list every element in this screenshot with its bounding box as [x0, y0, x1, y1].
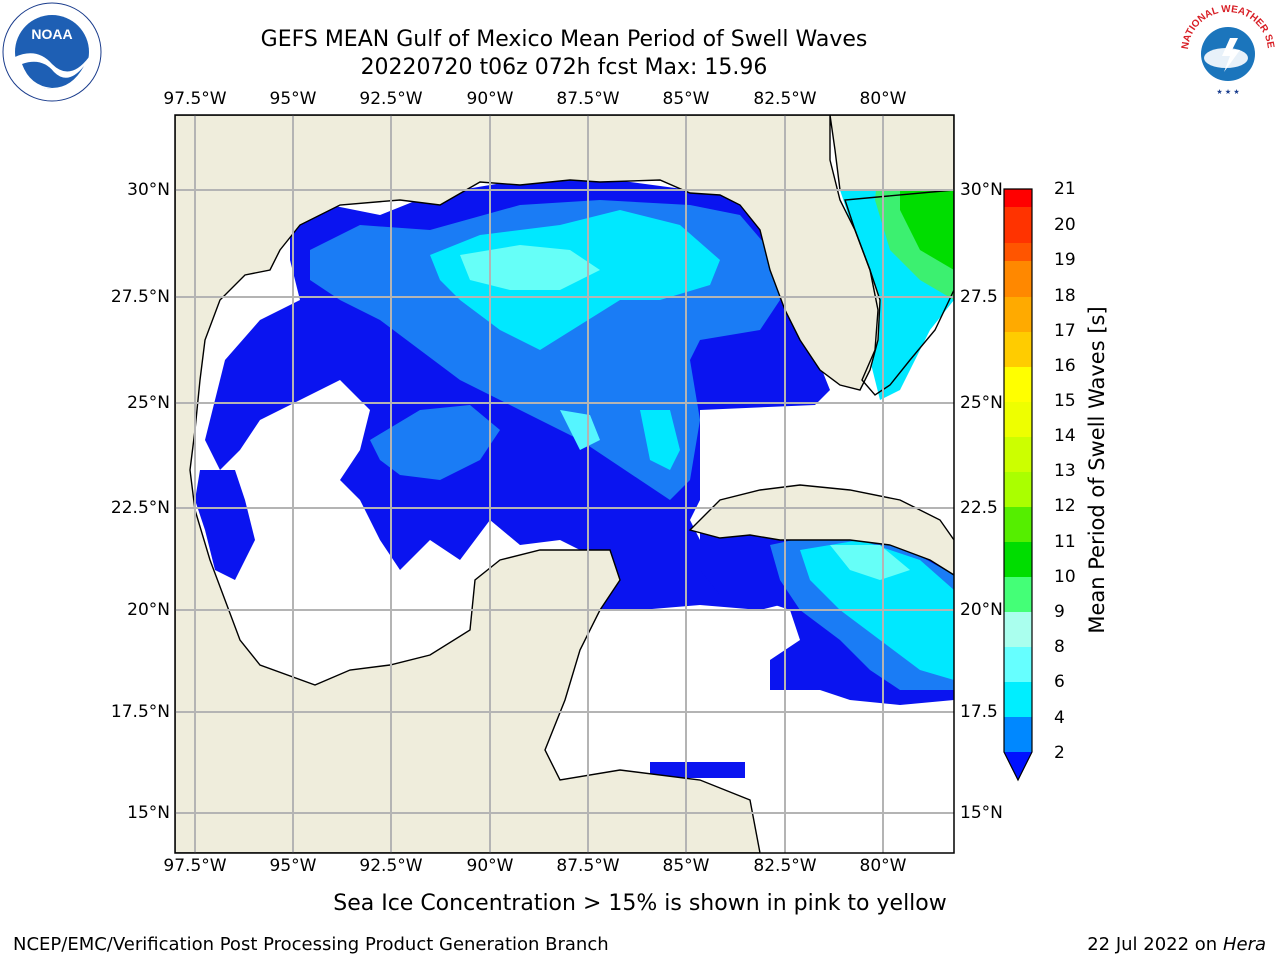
lat-label-right: 22.5 — [960, 498, 998, 518]
footer-org: NCEP/EMC/Verification Post Processing Pr… — [13, 934, 609, 955]
lat-label-right: 20°N — [960, 600, 1003, 620]
nws-logo: NATIONAL WEATHER SERVICE ★ ★ ★ — [1174, 0, 1278, 102]
lon-label-top: 87.5°W — [556, 89, 620, 109]
lon-label-bottom: 82.5°W — [753, 856, 817, 876]
lat-label-right: 25°N — [960, 393, 1003, 413]
lat-label-left: 22.5°N — [110, 498, 170, 518]
lat-label-left: 15°N — [127, 803, 170, 823]
colorbar-label: 4 — [1054, 708, 1065, 728]
colorbar-label: 18 — [1054, 286, 1076, 306]
lon-label-bottom: 92.5°W — [359, 856, 423, 876]
map-frame — [174, 114, 955, 854]
noaa-logo-text: NOAA — [31, 26, 72, 42]
lat-label-right: 30°N — [960, 180, 1003, 200]
lon-label-bottom: 95°W — [269, 856, 317, 876]
svg-text:★ ★ ★: ★ ★ ★ — [1216, 88, 1239, 96]
colorbar-label: 11 — [1054, 532, 1076, 552]
colorbar-title: Mean Period of Swell Waves [s] — [1085, 306, 1109, 634]
colorbar-label: 17 — [1054, 321, 1076, 341]
graticule — [175, 115, 954, 853]
footer-machine: Hera — [1222, 934, 1266, 955]
lon-label-bottom: 90°W — [466, 856, 514, 876]
lat-label-left: 25°N — [127, 393, 170, 413]
lon-label-top: 80°W — [859, 89, 907, 109]
colorbar-label: 14 — [1054, 426, 1076, 446]
colorbar-label: 16 — [1054, 356, 1076, 376]
colorbar-label: 19 — [1054, 250, 1076, 270]
lon-label-top: 97.5°W — [163, 89, 227, 109]
colorbar-label: 12 — [1054, 496, 1076, 516]
sea-ice-note: Sea Ice Concentration > 15% is shown in … — [333, 891, 947, 916]
colorbar-label: 10 — [1054, 567, 1076, 587]
lat-label-left: 30°N — [127, 180, 170, 200]
lat-label-left: 17.5°N — [110, 702, 170, 722]
map-subtitle: 20220720 t06z 072h fcst Max: 15.96 — [360, 55, 768, 80]
colorbar-label: 2 — [1054, 743, 1065, 763]
lon-label-bottom: 97.5°W — [163, 856, 227, 876]
lon-label-top: 92.5°W — [359, 89, 423, 109]
lon-label-top: 82.5°W — [753, 89, 817, 109]
lon-label-bottom: 85°W — [662, 856, 710, 876]
lat-label-right: 27.5 — [960, 287, 998, 307]
colorbar-label: 8 — [1054, 637, 1065, 657]
lat-label-right: 17.5 — [960, 702, 998, 722]
lon-label-bottom: 87.5°W — [556, 856, 620, 876]
lat-label-left: 27.5°N — [110, 287, 170, 307]
colorbar-label: 9 — [1054, 602, 1065, 622]
colorbar-label: 20 — [1054, 215, 1076, 235]
colorbar — [1003, 188, 1033, 782]
lon-label-bottom: 80°W — [859, 856, 907, 876]
colorbar-label: 6 — [1054, 672, 1065, 692]
footer-date-text: 22 Jul 2022 on — [1087, 934, 1223, 955]
colorbar-label: 15 — [1054, 391, 1076, 411]
lon-label-top: 95°W — [269, 89, 317, 109]
lon-label-top: 90°W — [466, 89, 514, 109]
lat-label-left: 20°N — [127, 600, 170, 620]
lon-label-top: 85°W — [662, 89, 710, 109]
noaa-logo: NOAA — [2, 2, 102, 102]
footer-date: 22 Jul 2022 on Hera — [1087, 934, 1266, 955]
map-title: GEFS MEAN Gulf of Mexico Mean Period of … — [260, 27, 868, 52]
colorbar-label: 13 — [1054, 461, 1076, 481]
lat-label-right: 15°N — [960, 803, 1003, 823]
colorbar-label: 21 — [1054, 179, 1076, 199]
